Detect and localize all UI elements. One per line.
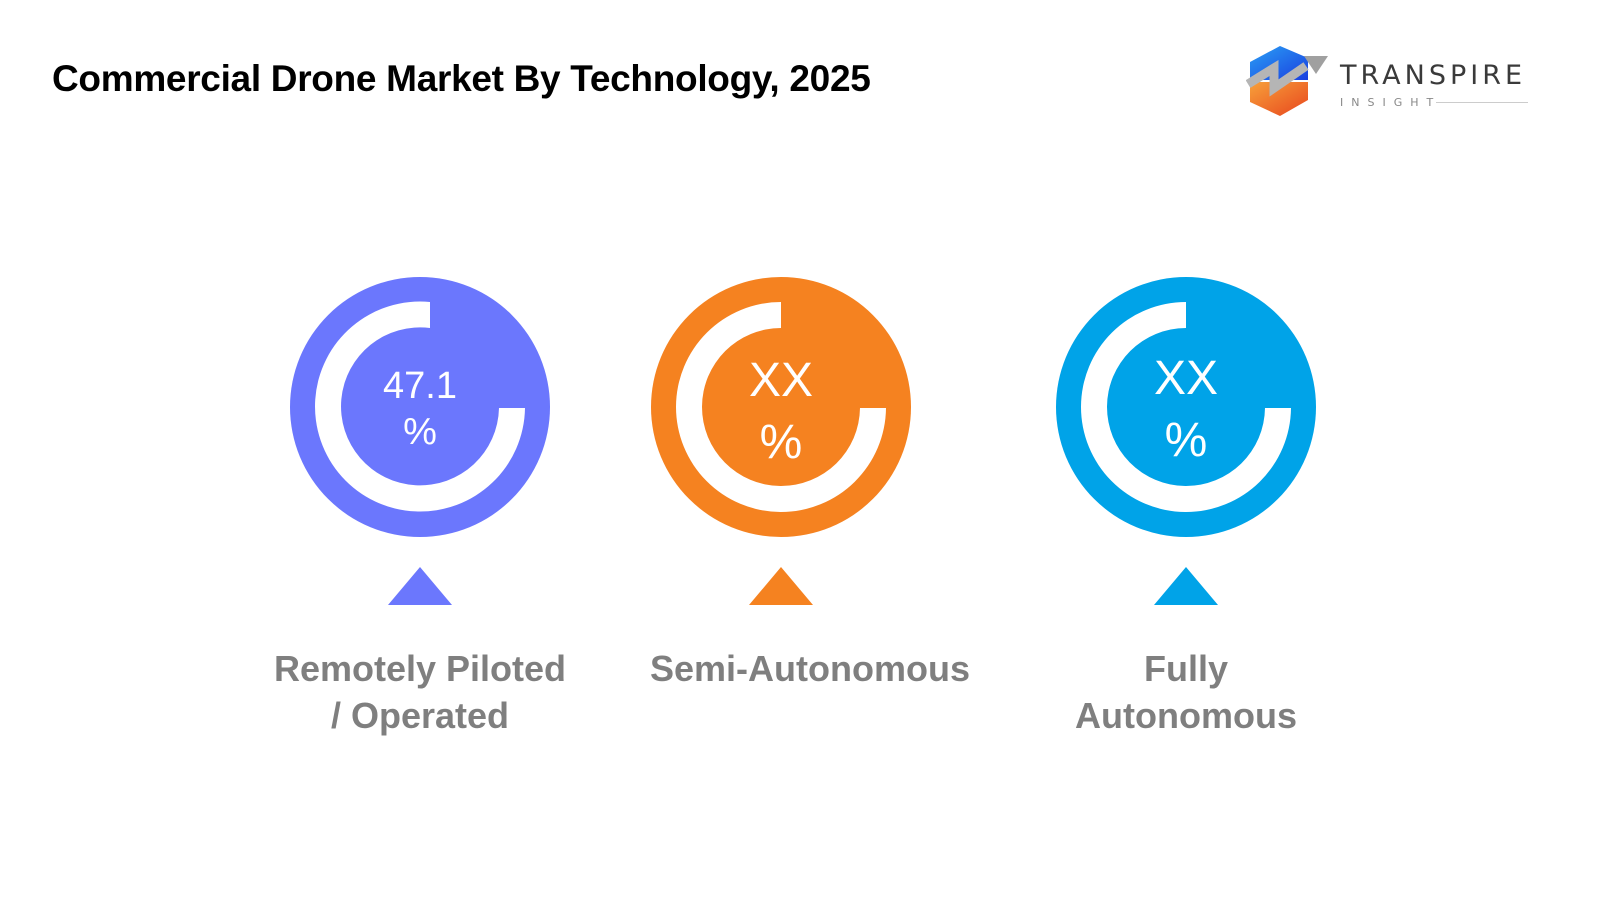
segment-card-remotely-piloted: 47.1 % bbox=[290, 277, 550, 537]
page-title: Commercial Drone Market By Technology, 2… bbox=[52, 58, 871, 99]
triangle-marker-icon bbox=[388, 567, 452, 605]
label-line: / Operated bbox=[330, 695, 510, 736]
segment-card-fully-autonomous: XX % bbox=[1056, 277, 1316, 537]
logo-brand-text: TRANSPIRE bbox=[1340, 60, 1527, 91]
logo: TRANSPIRE INSIGHT bbox=[1246, 44, 1536, 118]
triangle-marker-icon bbox=[1154, 567, 1218, 605]
segment-value: XX bbox=[1153, 352, 1219, 405]
label-line: Fully bbox=[1143, 648, 1228, 689]
triangle-marker-icon bbox=[749, 567, 813, 605]
logo-sub-text: INSIGHT bbox=[1340, 96, 1442, 109]
logo-divider bbox=[1436, 102, 1528, 103]
segment-value-unit: % bbox=[759, 416, 803, 469]
label-line: Remotely Piloted bbox=[273, 648, 567, 689]
segment-value-unit: % bbox=[403, 411, 437, 453]
segment-value: XX bbox=[748, 354, 814, 407]
label-line: Semi-Autonomous bbox=[650, 648, 970, 689]
donut-icon bbox=[651, 277, 911, 537]
segment-label-fully-autonomous: Fully Autonomous bbox=[1036, 645, 1336, 739]
logo-hexagon-icon bbox=[1246, 46, 1328, 116]
segment-label-remotely-piloted: Remotely Piloted / Operated bbox=[250, 645, 590, 739]
segment-value: 47.1 bbox=[383, 365, 457, 407]
donut-icon bbox=[290, 277, 550, 537]
segment-label-semi-autonomous: Semi-Autonomous bbox=[610, 645, 1010, 692]
label-line: Autonomous bbox=[1075, 695, 1297, 736]
segment-value-unit: % bbox=[1164, 414, 1208, 467]
segment-card-semi-autonomous: XX % bbox=[651, 277, 911, 537]
donut-icon bbox=[1056, 277, 1316, 537]
